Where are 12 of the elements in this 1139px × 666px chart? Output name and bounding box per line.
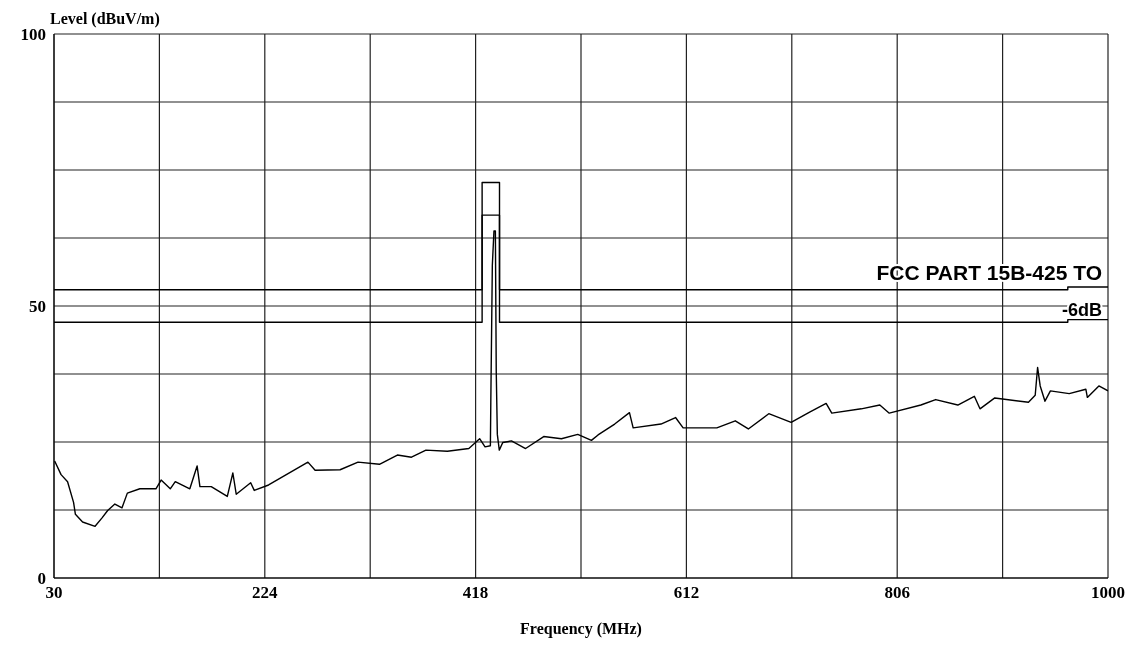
x-tick-label: 224 xyxy=(252,583,279,603)
y-tick-label: 50 xyxy=(29,297,46,317)
y-tick-label: 100 xyxy=(20,25,46,45)
x-axis-title: Frequency (MHz) xyxy=(520,620,642,638)
x-tick-label: 418 xyxy=(462,583,489,603)
x-tick-label: 30 xyxy=(45,583,63,603)
series-label: -6dB xyxy=(1062,299,1102,320)
y-axis-title: Level (dBuV/m) xyxy=(50,10,160,28)
x-tick-label: 1000 xyxy=(1091,583,1125,603)
x-tick-label: 806 xyxy=(884,583,910,603)
y-tick-label: 0 xyxy=(37,569,46,589)
x-tick-label: 612 xyxy=(673,583,700,603)
